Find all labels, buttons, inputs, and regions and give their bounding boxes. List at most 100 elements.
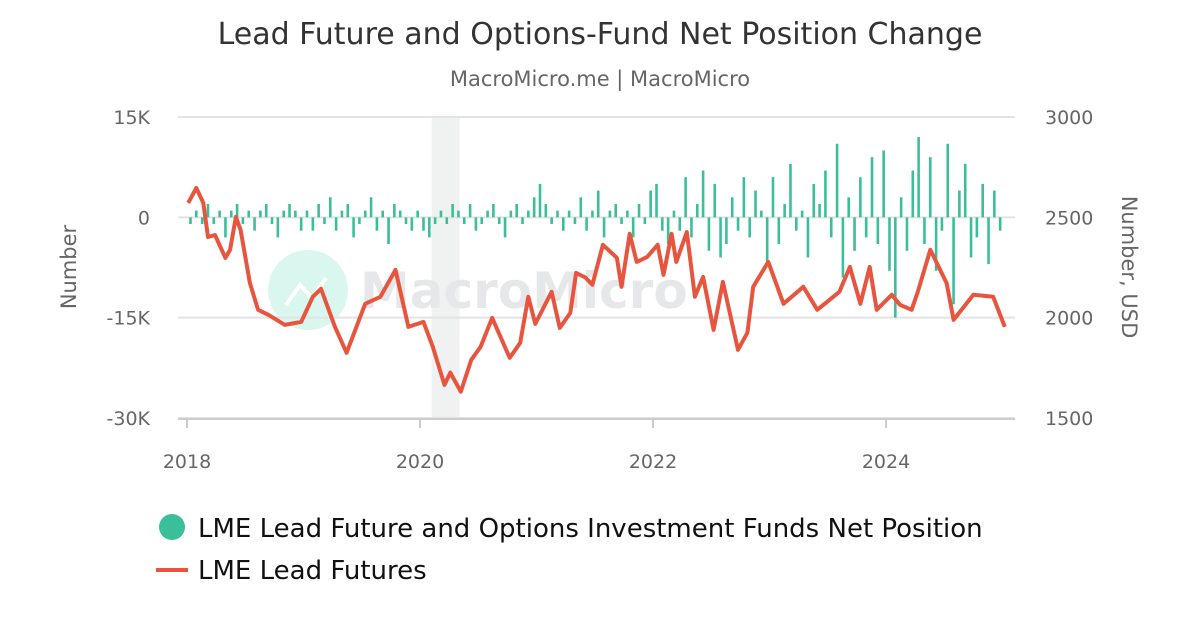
bar: [515, 203, 518, 218]
legend: LME Lead Future and Options Investment F…: [156, 514, 983, 586]
bar: [958, 190, 961, 218]
bar: [637, 203, 641, 218]
bar: [445, 217, 449, 225]
bar: [328, 197, 332, 218]
x-tick-label: 2022: [629, 451, 677, 473]
bar: [474, 217, 478, 231]
bar: [224, 217, 227, 238]
bar: [591, 210, 594, 218]
bar: [235, 203, 239, 218]
bar: [946, 143, 950, 218]
bar: [561, 217, 565, 231]
bar: [789, 163, 792, 218]
bar: [661, 217, 664, 231]
bar: [608, 210, 612, 218]
bar: [573, 217, 577, 225]
y-left-tick-label: -15K: [107, 308, 151, 330]
bar: [358, 217, 361, 225]
bar: [468, 203, 472, 218]
bar: [626, 210, 629, 218]
bar: [486, 210, 489, 218]
y-right-tick-label: 3000: [1045, 107, 1093, 129]
bar: [538, 183, 542, 218]
bar: [864, 217, 868, 238]
bar: [859, 177, 862, 218]
bar: [754, 190, 757, 218]
bar: [241, 217, 245, 225]
bar: [567, 210, 571, 218]
bar: [218, 210, 221, 218]
bar: [433, 217, 437, 225]
y-axis-left-label: Number: [57, 224, 81, 309]
bar: [905, 217, 909, 251]
y-left-tick-label: 0: [138, 207, 150, 229]
bar: [981, 183, 984, 218]
bar: [462, 217, 466, 225]
watermark-text: MacroMicro: [360, 262, 688, 320]
y-axis-right-label: Number, USD: [1117, 196, 1141, 339]
legend-label: LME Lead Future and Options Investment F…: [198, 514, 983, 544]
bar: [993, 190, 996, 218]
bar: [532, 197, 536, 218]
bar: [195, 210, 198, 218]
bar: [760, 210, 763, 218]
legend-item-net-position[interactable]: LME Lead Future and Options Investment F…: [159, 514, 983, 544]
bar: [346, 203, 350, 218]
bar: [352, 217, 355, 238]
bar: [212, 217, 216, 225]
bar: [824, 170, 827, 218]
bar: [742, 177, 746, 218]
bar: [631, 217, 635, 238]
bar: [276, 217, 280, 238]
bar: [206, 203, 210, 218]
bar: [288, 203, 291, 218]
bar: [666, 217, 670, 245]
bar: [416, 210, 419, 218]
bar: [521, 217, 524, 225]
bar: [317, 203, 320, 218]
bar: [393, 203, 396, 218]
bar: [614, 203, 618, 218]
bar: [765, 217, 769, 265]
bar: [503, 217, 507, 238]
recession-shade: [431, 117, 460, 418]
bar: [643, 217, 647, 225]
legend-item-lead-futures[interactable]: LME Lead Futures: [156, 556, 427, 586]
bar: [451, 203, 454, 218]
bar: [404, 217, 408, 225]
bar: [305, 210, 309, 218]
bar: [969, 217, 973, 258]
bar: [340, 210, 344, 218]
bar: [422, 217, 425, 231]
bar: [701, 170, 705, 218]
bar: [497, 217, 501, 225]
bar: [247, 210, 251, 218]
bar: [928, 157, 932, 218]
bar: [847, 197, 851, 218]
chart-title: Lead Future and Options-Fund Net Positio…: [218, 17, 983, 52]
bar: [952, 217, 955, 305]
bar: [299, 217, 303, 231]
bar: [794, 217, 798, 231]
bar: [911, 170, 915, 218]
bar: [602, 217, 606, 238]
bar: [229, 210, 233, 218]
bar: [369, 197, 373, 218]
bar: [620, 217, 623, 225]
bar: [311, 217, 315, 231]
bar: [963, 163, 967, 218]
bar: [259, 210, 262, 218]
bar: [323, 217, 326, 225]
bar: [381, 210, 385, 218]
bar: [684, 177, 687, 218]
bar: [736, 217, 740, 231]
bar: [707, 217, 711, 251]
bar: [428, 217, 431, 238]
bar: [282, 210, 285, 218]
bar: [363, 210, 367, 218]
bar: [829, 217, 833, 238]
y-right-tick-label: 2500: [1045, 207, 1093, 229]
bar: [678, 217, 682, 231]
bar: [398, 210, 402, 218]
